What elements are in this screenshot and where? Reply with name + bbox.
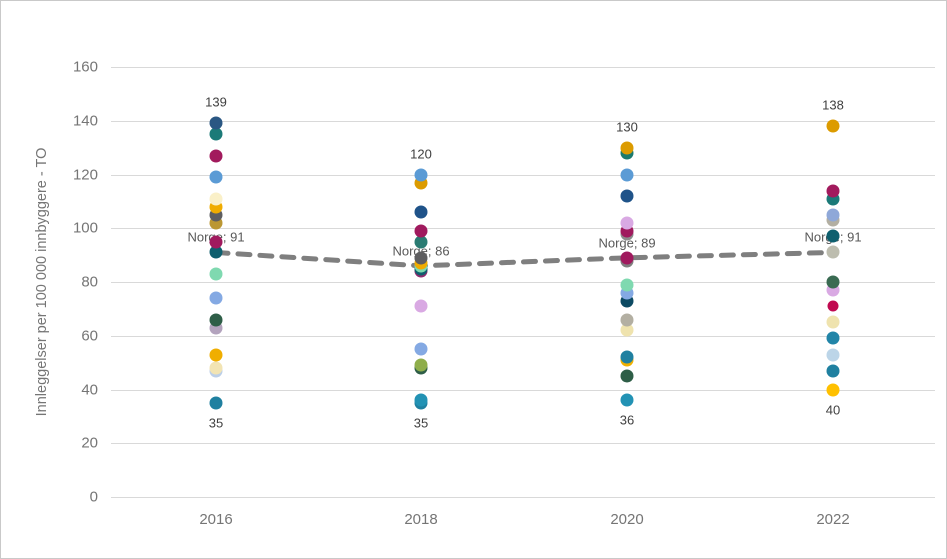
x-tick-label-2016: 2016 [199,511,233,528]
data-point-2020-52 [620,350,634,364]
data-point-2016-119 [209,170,223,184]
min-value-label-2022: 40 [825,402,841,417]
data-point-2018-120 [414,168,428,181]
data-point-2016-91 [209,245,223,259]
data-point-2022-47 [826,364,840,378]
data-point-2020-79 [620,278,634,292]
data-point-2022-105 [826,208,840,222]
data-point-2016-48 [209,361,223,375]
data-point-2020-102 [620,216,634,230]
norge-label-2020: Norge; 89 [598,235,656,251]
data-point-2022-65 [826,315,840,329]
data-point-2016-74 [209,291,223,305]
data-point-2018-106 [414,205,428,219]
y-tick-label-80: 80 [81,273,98,291]
y-tick-label-0: 0 [89,488,98,506]
gridline-140 [111,120,935,122]
data-point-2016-83 [209,267,223,281]
data-point-2022-138 [826,119,840,133]
data-point-2018-71 [414,299,428,313]
data-point-2016-139 [209,116,223,130]
data-point-2016-95 [209,235,223,249]
max-value-label-2018: 120 [410,146,432,161]
data-point-2020-36 [620,393,634,407]
data-point-2022-40 [826,383,840,396]
min-value-label-2018: 35 [413,415,429,431]
data-point-2020-130 [620,141,634,155]
max-value-label-2016: 139 [205,94,227,110]
data-point-2022-59 [826,331,840,345]
x-tick-label-2020: 2020 [610,511,644,528]
data-point-2018-55 [414,342,428,356]
max-value-label-2020: 130 [616,119,638,135]
gridline-40 [111,389,935,391]
norge-label-2018: Norge; 86 [392,243,450,259]
y-tick-label-20: 20 [81,434,98,452]
data-point-2020-62 [620,323,634,337]
data-point-2020-66 [620,313,634,327]
data-point-2016-66 [209,313,223,327]
data-point-2022-71 [827,300,839,312]
y-tick-label-60: 60 [81,327,98,345]
data-point-2016-135 [209,127,223,141]
gridline-120 [111,174,935,176]
max-value-label-2022: 138 [822,97,844,113]
gridline-160 [111,67,935,68]
data-point-2018-49 [414,358,428,372]
data-point-2020-112 [620,189,634,203]
data-point-2016-35 [209,396,223,410]
gridline-100 [111,228,935,230]
data-point-2016-127 [209,149,223,163]
gridline-80 [111,282,935,283]
data-point-2022-53 [826,348,840,362]
gridline-60 [111,335,935,337]
y-tick-label-160: 160 [72,58,98,76]
data-point-2022-97 [826,229,840,243]
norge-dashed-line [213,249,836,269]
x-tick-label-2018: 2018 [404,511,438,528]
y-tick-label-100: 100 [72,219,98,237]
gridline-0 [111,497,935,498]
data-point-2018-36 [414,393,428,407]
data-point-2022-91 [826,245,840,259]
data-point-2018-89 [414,251,428,265]
min-value-label-2016: 35 [208,415,224,431]
data-point-2022-80 [826,275,840,289]
data-point-2020-45 [620,369,634,383]
gridline-20 [111,443,935,445]
data-point-2020-120 [620,168,634,181]
y-tick-label-120: 120 [72,166,98,183]
data-point-2018-95 [414,235,428,249]
data-point-2022-114 [826,184,840,198]
y-tick-label-40: 40 [81,381,98,398]
x-tick-label-2022: 2022 [816,511,850,528]
min-value-label-2020: 36 [619,412,635,428]
data-point-2018-99 [414,224,428,238]
data-point-2016-111 [209,192,223,206]
data-point-2016-53 [209,348,223,362]
y-tick-label-140: 140 [72,112,98,130]
data-point-2020-89 [620,251,634,265]
